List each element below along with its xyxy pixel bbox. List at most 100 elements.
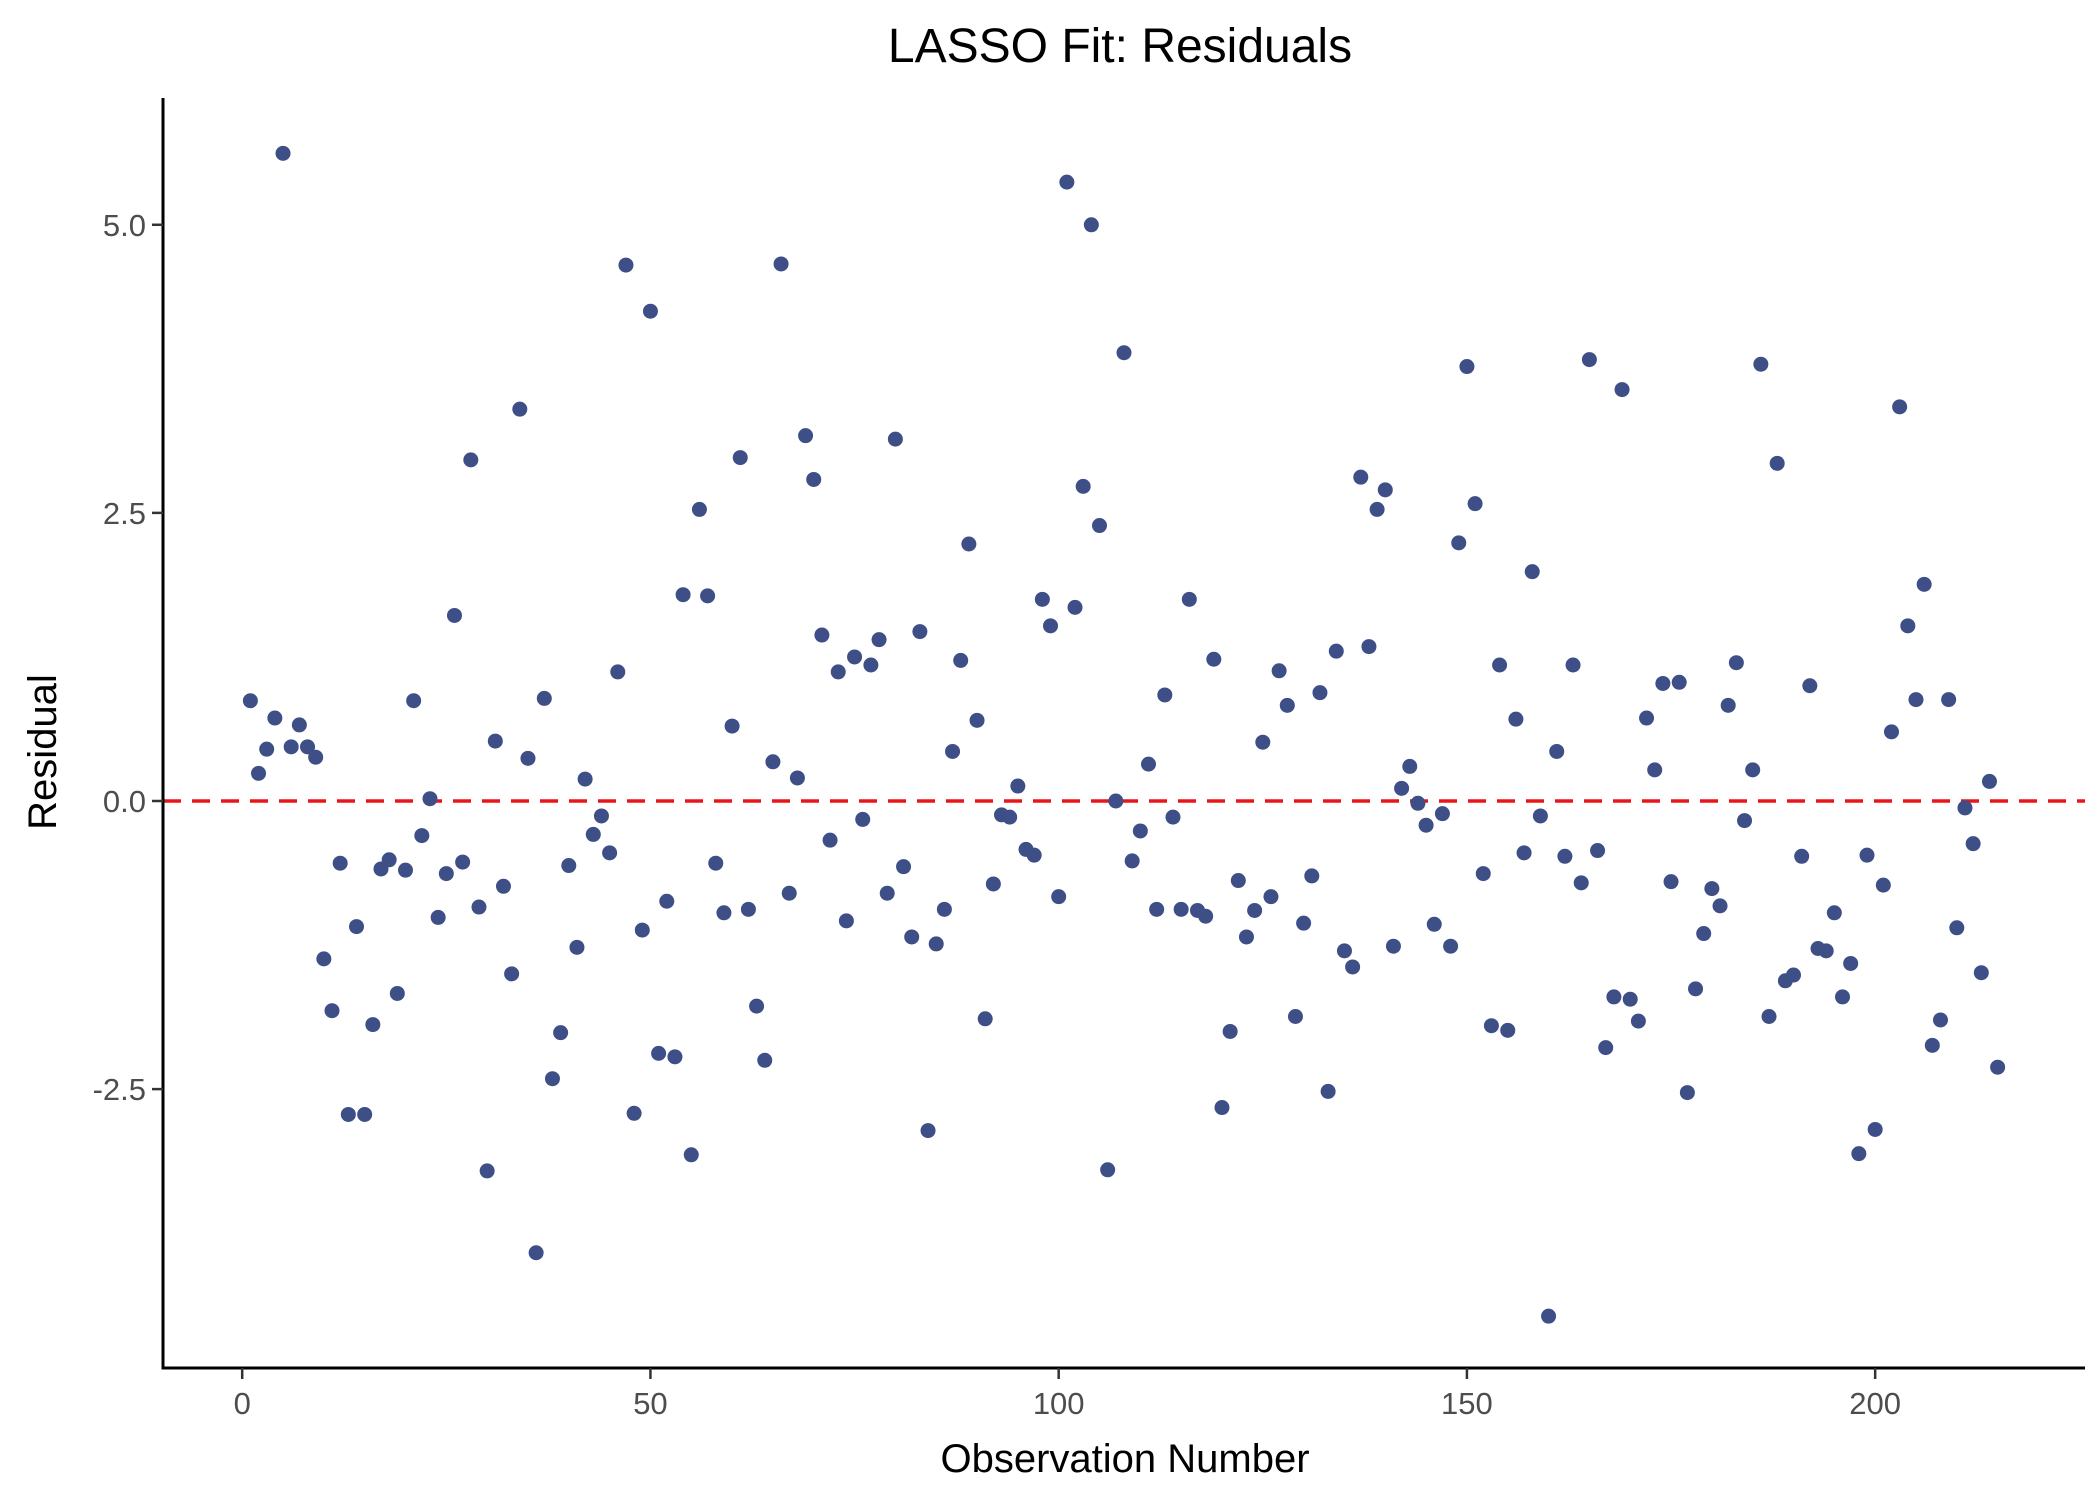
x-tick-label: 100: [1033, 1386, 1085, 1421]
data-point: [242, 693, 258, 709]
data-point: [732, 450, 748, 466]
data-point: [659, 893, 675, 909]
x-tick-label: 200: [1849, 1386, 1901, 1421]
data-point: [683, 1147, 699, 1163]
data-point: [1557, 848, 1573, 864]
data-point: [1598, 1040, 1614, 1056]
data-point: [871, 632, 887, 648]
x-tick-label: 150: [1441, 1386, 1493, 1421]
data-point: [1671, 674, 1687, 690]
data-point: [1083, 217, 1099, 233]
data-point: [830, 664, 846, 680]
data-point: [1100, 1162, 1116, 1178]
data-point: [1353, 469, 1369, 485]
data-point: [1900, 618, 1916, 634]
data-point: [1092, 518, 1108, 534]
data-point: [1271, 663, 1287, 679]
data-point: [1198, 908, 1214, 924]
data-point: [1990, 1059, 2006, 1075]
data-point: [1238, 929, 1254, 945]
data-point: [814, 627, 830, 643]
data-point: [1630, 1013, 1646, 1029]
data-point: [855, 811, 871, 827]
data-point: [495, 878, 511, 894]
y-tick-label: 0.0: [103, 784, 146, 819]
data-point: [1818, 943, 1834, 959]
data-point: [1851, 1146, 1867, 1162]
data-point: [561, 858, 577, 874]
plot-area: [163, 145, 2085, 1324]
data-point: [634, 922, 650, 938]
data-point: [1222, 1023, 1238, 1039]
data-point: [487, 733, 503, 749]
data-point: [1296, 915, 1312, 931]
data-point: [838, 913, 854, 929]
data-point: [953, 652, 969, 668]
data-point: [430, 909, 446, 925]
data-point: [397, 862, 413, 878]
data-point: [1916, 576, 1932, 592]
data-point: [1875, 877, 1891, 893]
data-point: [365, 1017, 381, 1033]
data-point: [1516, 845, 1532, 861]
data-points: [242, 145, 2006, 1324]
data-point: [1279, 697, 1295, 713]
data-point: [1051, 889, 1067, 905]
data-point: [1124, 853, 1140, 869]
data-point: [961, 536, 977, 552]
data-point: [1745, 762, 1761, 778]
data-point: [259, 741, 275, 757]
data-point: [1043, 618, 1059, 634]
data-point: [724, 718, 740, 734]
data-point: [438, 866, 454, 882]
data-point: [1320, 1083, 1336, 1099]
data-point: [928, 936, 944, 952]
data-point: [1443, 938, 1459, 954]
chart-title: LASSO Fit: Residuals: [888, 20, 1352, 73]
data-point: [1451, 535, 1467, 551]
data-point: [1434, 806, 1450, 822]
data-point: [1230, 873, 1246, 889]
data-point: [765, 754, 781, 770]
data-point: [1059, 174, 1075, 190]
data-point: [1026, 847, 1042, 863]
data-point: [969, 712, 985, 728]
data-point: [1467, 496, 1483, 512]
data-point: [1639, 710, 1655, 726]
data-point: [1573, 875, 1589, 891]
data-point: [1769, 455, 1785, 471]
data-point: [1483, 1018, 1499, 1034]
data-point: [1034, 591, 1050, 607]
data-point: [1565, 657, 1581, 673]
data-point: [1402, 758, 1418, 774]
data-point: [1140, 756, 1156, 772]
data-point: [1336, 943, 1352, 959]
data-point: [1663, 874, 1679, 890]
data-point: [1255, 734, 1271, 750]
data-point: [1532, 808, 1548, 824]
data-point: [1688, 981, 1704, 997]
data-point: [887, 431, 903, 447]
data-point: [651, 1045, 667, 1061]
data-point: [912, 624, 928, 640]
data-point: [381, 852, 397, 868]
data-point: [1908, 692, 1924, 708]
data-point: [757, 1052, 773, 1068]
data-point: [569, 939, 585, 955]
data-point: [1394, 780, 1410, 796]
data-point: [1181, 591, 1197, 607]
data-point: [1892, 399, 1908, 415]
data-point: [798, 428, 814, 444]
data-point: [340, 1106, 356, 1122]
data-point: [536, 690, 552, 706]
data-point: [1149, 901, 1165, 917]
data-point: [1581, 352, 1597, 368]
data-point: [700, 588, 716, 604]
data-point: [1361, 639, 1377, 655]
data-point: [324, 1003, 340, 1019]
data-point: [1973, 965, 1989, 981]
data-point: [1728, 655, 1744, 671]
data-point: [251, 765, 267, 781]
data-point: [520, 750, 536, 766]
